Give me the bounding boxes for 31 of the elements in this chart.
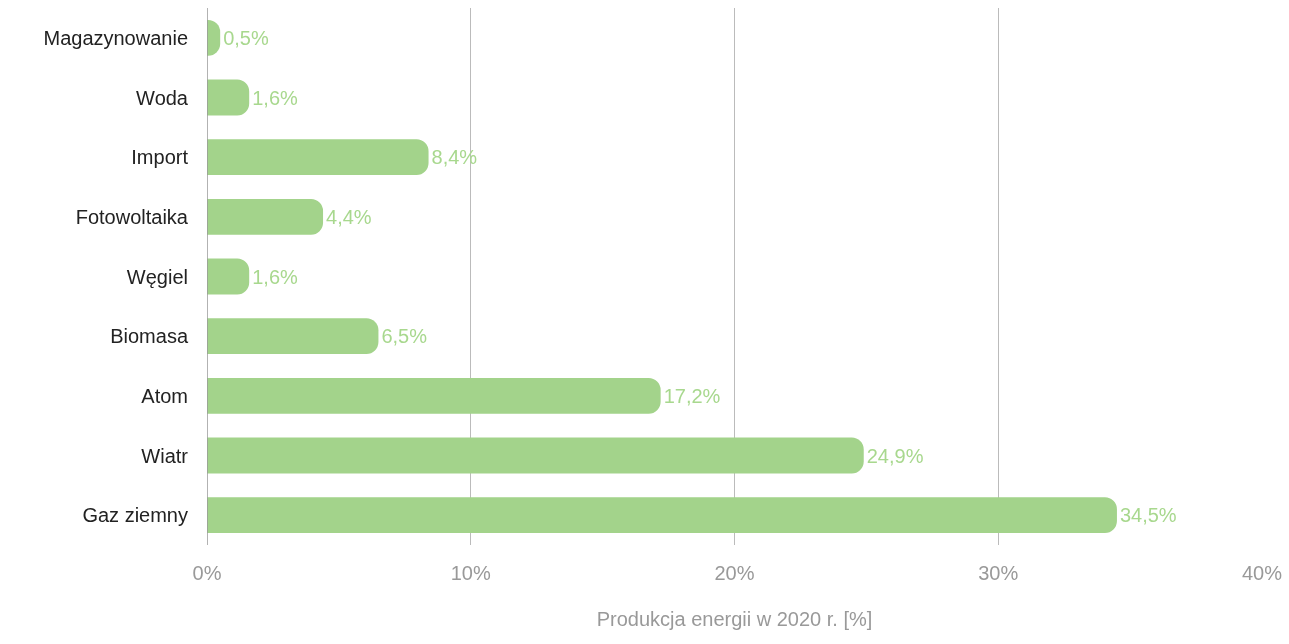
bar xyxy=(207,139,429,176)
bar xyxy=(207,318,379,355)
x-tick-label: 30% xyxy=(978,562,1019,584)
data-label: 1,6% xyxy=(252,265,298,288)
y-tick-label: Import xyxy=(131,146,189,169)
data-label: 6,5% xyxy=(381,325,428,348)
y-tick-label: Gaz ziemny xyxy=(82,504,188,527)
x-axis-title: Produkcja energii w 2020 r. [%] xyxy=(596,607,873,630)
x-tick-label: 40% xyxy=(1241,562,1283,584)
y-tick-label: Magazynowanie xyxy=(43,26,188,49)
y-tick-label: Woda xyxy=(136,86,189,109)
data-label: 17,2% xyxy=(663,384,721,407)
bar xyxy=(207,258,250,295)
y-tick-label: Atom xyxy=(141,384,188,407)
bar xyxy=(207,497,1117,534)
y-tick-label: Wiatr xyxy=(141,444,189,467)
data-label: 1,6% xyxy=(252,86,298,109)
y-tick-label: Fotowoltaika xyxy=(75,205,189,228)
bar xyxy=(207,79,250,116)
bar xyxy=(207,198,324,235)
bar xyxy=(207,437,864,474)
data-label: 34,5% xyxy=(1119,504,1177,527)
y-tick-label: Biomasa xyxy=(110,325,189,348)
data-label: 24,9% xyxy=(866,444,924,467)
bar xyxy=(207,377,661,414)
data-label: 0,5% xyxy=(223,26,269,49)
x-tick-label: 10% xyxy=(450,562,491,584)
data-label: 4,4% xyxy=(326,205,372,228)
y-tick-label: Węgiel xyxy=(126,265,188,288)
x-tick-label: 20% xyxy=(714,562,755,584)
x-tick-label: 0% xyxy=(192,562,222,584)
